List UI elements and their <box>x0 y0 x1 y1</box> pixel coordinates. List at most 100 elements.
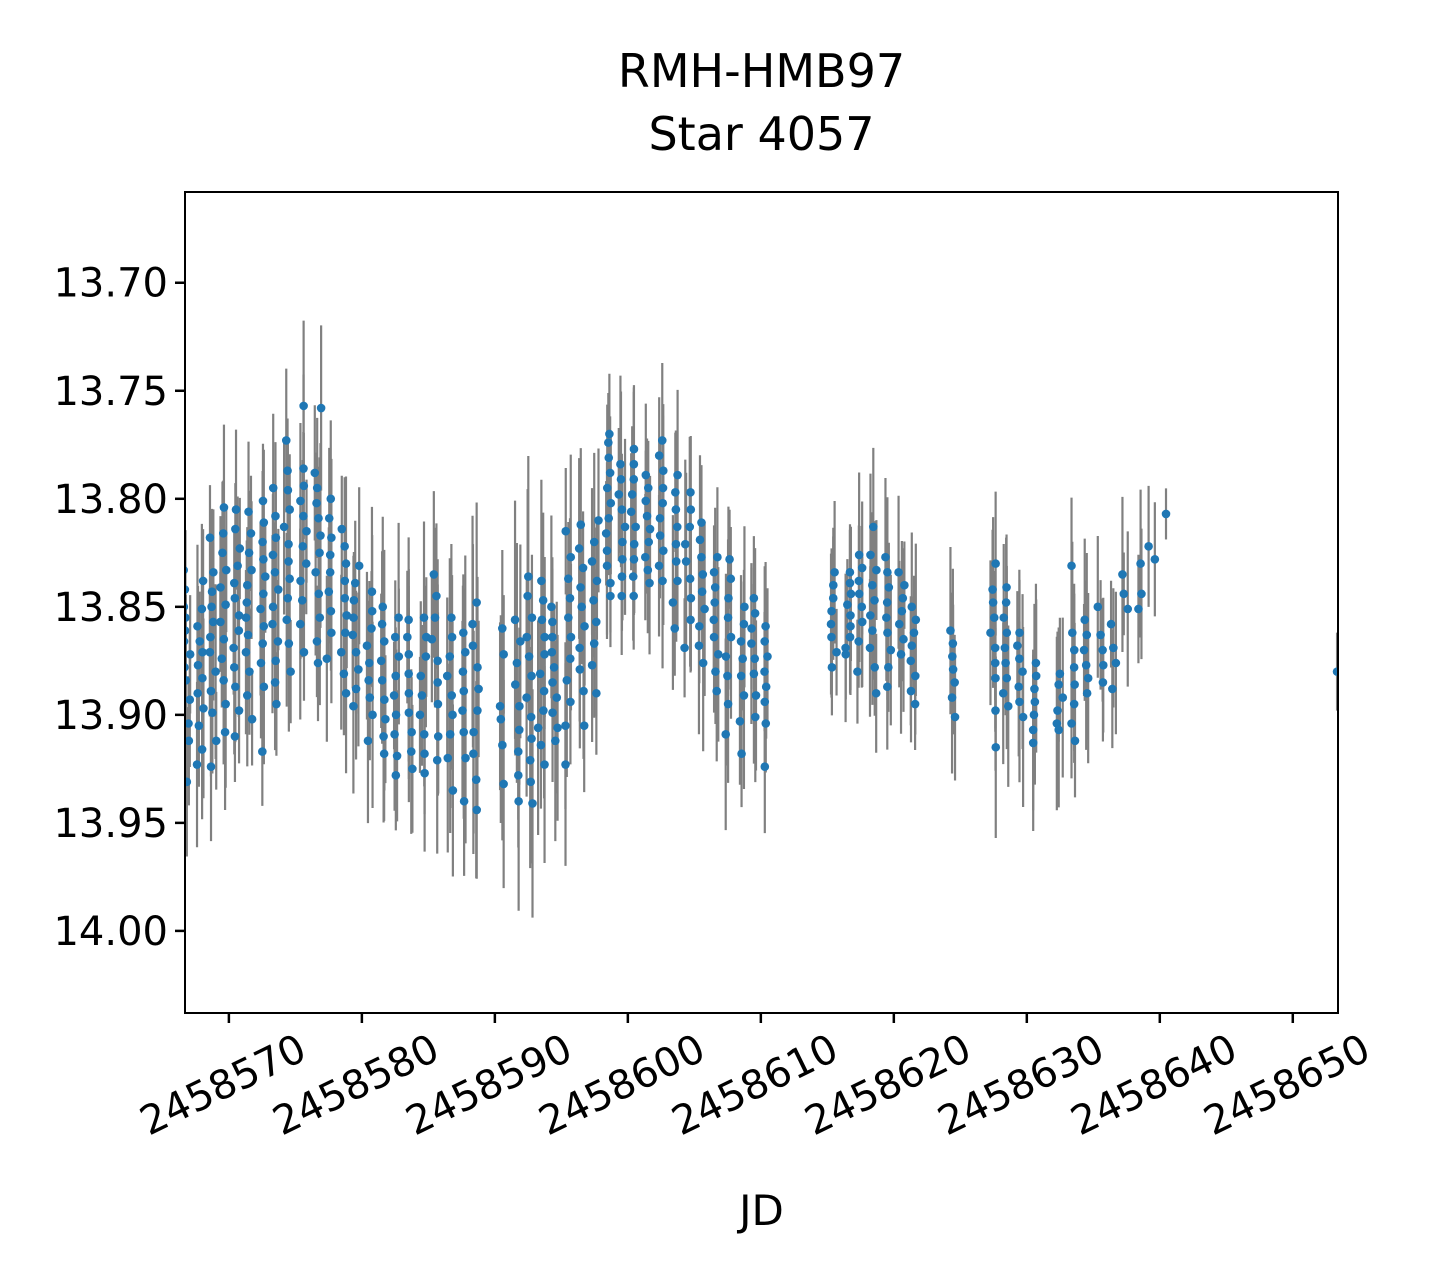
data-point <box>341 559 351 568</box>
data-point <box>548 678 557 687</box>
data-point <box>351 647 361 657</box>
data-point <box>415 710 425 720</box>
data-point <box>258 747 267 756</box>
data-point <box>367 587 377 596</box>
data-point <box>445 729 455 739</box>
data-point <box>1002 628 1012 638</box>
data-point <box>193 660 203 670</box>
data-point <box>736 671 746 681</box>
data-point <box>841 650 851 659</box>
data-point <box>673 470 682 480</box>
data-point <box>592 688 601 698</box>
data-point <box>243 630 253 640</box>
data-point <box>419 613 429 622</box>
data-point <box>540 632 549 642</box>
data-point <box>322 654 332 663</box>
data-point <box>218 548 227 558</box>
data-point <box>198 647 207 657</box>
data-point <box>268 483 278 493</box>
data-point <box>761 621 770 631</box>
data-point <box>379 637 389 646</box>
data-point <box>697 552 706 562</box>
data-point <box>1058 693 1068 702</box>
data-point <box>1013 641 1022 651</box>
data-point <box>472 805 482 815</box>
data-point <box>447 632 457 642</box>
data-point <box>391 710 401 720</box>
data-point <box>723 699 733 709</box>
data-point <box>514 725 524 735</box>
data-point <box>760 637 769 646</box>
data-point <box>362 641 372 651</box>
data-point <box>547 602 556 612</box>
data-point <box>1144 542 1153 551</box>
data-point <box>185 777 192 787</box>
data-point <box>991 742 1001 752</box>
data-point <box>199 704 208 713</box>
data-point <box>524 652 534 661</box>
data-point <box>379 732 388 741</box>
data-point <box>629 444 639 454</box>
data-point <box>1106 619 1116 629</box>
data-point <box>907 641 917 651</box>
data-point <box>498 740 507 750</box>
data-point <box>1018 712 1028 722</box>
data-point <box>886 645 896 655</box>
data-point <box>1028 738 1038 748</box>
data-point <box>498 624 507 633</box>
data-point <box>868 626 877 635</box>
data-point <box>854 550 864 560</box>
data-point <box>221 565 231 575</box>
data-point <box>349 701 358 711</box>
data-point <box>1332 667 1338 676</box>
data-point <box>547 647 557 657</box>
data-point <box>1119 589 1129 599</box>
data-point <box>738 654 747 663</box>
data-point <box>316 403 326 413</box>
data-point <box>234 626 244 635</box>
data-point <box>1111 658 1121 668</box>
data-point <box>1069 663 1079 672</box>
data-point <box>221 600 230 609</box>
data-point <box>947 693 957 702</box>
data-point <box>884 583 894 592</box>
data-point <box>1053 706 1062 715</box>
data-point <box>327 628 336 638</box>
data-point <box>685 522 695 532</box>
data-point <box>1083 673 1093 683</box>
data-point <box>686 593 696 603</box>
data-point <box>709 567 719 577</box>
data-point <box>205 533 215 542</box>
data-point <box>271 656 280 666</box>
data-point <box>316 531 325 540</box>
data-point <box>845 567 855 577</box>
data-point <box>389 691 399 700</box>
data-point <box>827 606 836 616</box>
data-point <box>341 688 351 698</box>
data-point <box>576 583 585 592</box>
data-point <box>655 531 665 540</box>
data-point <box>616 475 626 484</box>
data-point <box>561 760 570 769</box>
data-point <box>998 688 1008 698</box>
data-point <box>749 669 759 679</box>
data-point <box>1096 630 1105 640</box>
data-point <box>897 606 907 616</box>
data-point <box>589 639 599 648</box>
data-point <box>229 578 239 588</box>
data-point <box>206 632 215 642</box>
data-point <box>871 688 881 698</box>
data-point <box>846 611 855 620</box>
data-point <box>739 619 749 629</box>
data-point <box>247 565 256 575</box>
data-point <box>185 719 193 728</box>
data-point <box>392 751 402 761</box>
data-point <box>270 678 280 687</box>
data-point <box>354 665 363 674</box>
data-point <box>207 602 216 612</box>
data-point <box>458 667 468 676</box>
data-point <box>1000 643 1010 653</box>
data-point <box>1030 684 1039 694</box>
data-point <box>988 585 997 594</box>
data-point <box>749 593 759 603</box>
